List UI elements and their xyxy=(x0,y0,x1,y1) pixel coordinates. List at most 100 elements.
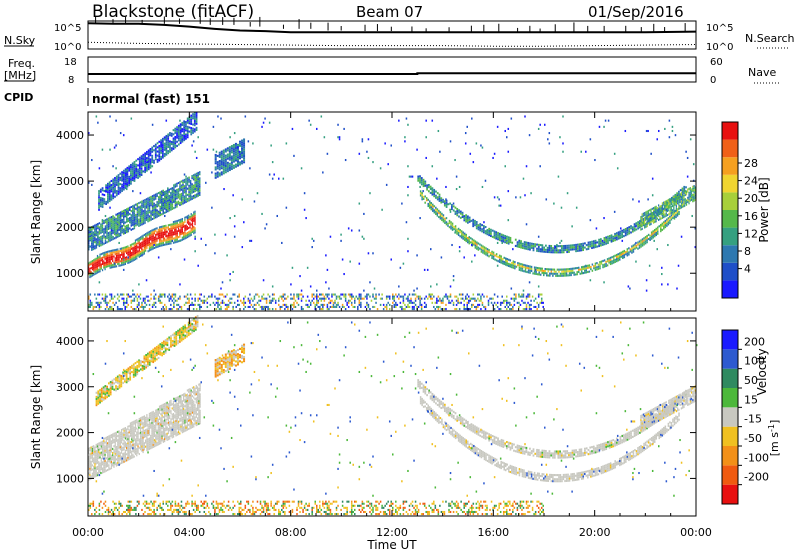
power-cell xyxy=(688,187,690,190)
power-cell xyxy=(183,303,186,306)
power-cell xyxy=(110,226,113,229)
power-cell xyxy=(192,117,194,120)
power-cell xyxy=(575,245,577,249)
power-cell xyxy=(399,295,402,298)
power-cell xyxy=(416,305,418,309)
power-cell xyxy=(521,299,523,302)
power-cell xyxy=(101,224,104,227)
power-cell xyxy=(435,208,437,211)
velocity-cell xyxy=(89,457,91,460)
power-cell xyxy=(387,301,389,304)
power-cell xyxy=(229,297,231,300)
power-cell xyxy=(577,268,580,271)
power-cell xyxy=(184,231,186,234)
power-cell xyxy=(183,201,186,204)
power-cell xyxy=(122,175,125,179)
power-cell xyxy=(638,246,641,249)
power-cell xyxy=(142,251,144,254)
power-cell xyxy=(118,241,120,244)
power-cell xyxy=(177,236,180,239)
power-cell xyxy=(117,176,120,179)
power-cell xyxy=(101,243,104,246)
power-cell xyxy=(158,151,161,154)
power-cell xyxy=(388,295,391,298)
power-cell xyxy=(366,301,368,304)
power-cell xyxy=(684,200,686,203)
power-cell xyxy=(241,198,244,201)
power-cell xyxy=(176,201,178,204)
power-cell xyxy=(364,295,367,298)
power-cell xyxy=(155,229,157,232)
power-cell xyxy=(255,308,257,311)
power-cell xyxy=(603,259,606,262)
power-cell xyxy=(480,144,482,147)
power-cell xyxy=(101,201,104,204)
power-cell xyxy=(461,215,464,219)
power-cell xyxy=(181,230,183,233)
power-cell xyxy=(100,225,102,228)
power-cell xyxy=(156,239,158,242)
power-cell xyxy=(546,246,549,249)
power-cell xyxy=(417,297,420,300)
power-cell xyxy=(179,239,181,242)
power-cell xyxy=(189,181,192,185)
power-cell xyxy=(152,232,154,236)
power-cell xyxy=(284,297,286,300)
power-cell xyxy=(136,238,138,241)
power-cell xyxy=(536,269,539,272)
power-cell xyxy=(104,261,106,265)
power-cell xyxy=(161,150,164,153)
power-cell xyxy=(552,251,554,254)
power-cell xyxy=(419,303,421,306)
power-cell xyxy=(95,270,97,273)
power-cell xyxy=(226,168,229,171)
power-cell xyxy=(367,156,370,159)
power-cell xyxy=(179,129,182,132)
power-cell xyxy=(449,301,452,304)
power-cell xyxy=(192,174,195,177)
power-cell xyxy=(688,196,690,199)
power-cell xyxy=(484,232,487,235)
power-cell xyxy=(616,167,619,170)
power-cell xyxy=(612,259,615,262)
power-cell xyxy=(156,205,158,208)
power-cell xyxy=(603,263,606,266)
power-cell xyxy=(175,241,177,244)
power-cell xyxy=(564,246,567,250)
power-cell xyxy=(143,244,145,247)
power-cell xyxy=(141,208,143,211)
power-cell xyxy=(92,248,95,251)
power-cell xyxy=(293,154,295,157)
power-cell xyxy=(596,262,598,265)
power-cell xyxy=(646,225,648,228)
power-cell xyxy=(681,187,684,190)
power-cell xyxy=(101,220,104,223)
power-cell xyxy=(685,199,688,202)
power-cell xyxy=(230,157,233,160)
power-cell xyxy=(141,254,143,257)
power-cell xyxy=(143,238,145,241)
power-cell xyxy=(131,164,134,167)
power-cell xyxy=(569,248,572,251)
power-cell xyxy=(140,163,143,166)
power-cell xyxy=(680,235,683,238)
power-cell xyxy=(181,138,184,141)
power-cell xyxy=(587,241,590,244)
power-cell xyxy=(197,186,199,189)
power-cell xyxy=(168,199,171,202)
power-cell xyxy=(656,209,658,212)
power-cell xyxy=(568,268,571,271)
power-cell xyxy=(632,198,634,201)
power-cell xyxy=(124,246,126,249)
power-cell xyxy=(124,260,126,263)
power-cell xyxy=(94,241,96,244)
power-cell xyxy=(132,289,134,292)
velocity-cell xyxy=(95,445,97,448)
power-cell xyxy=(632,246,635,249)
power-cell xyxy=(655,227,657,230)
power-cell xyxy=(220,160,223,164)
power-cell xyxy=(191,174,193,178)
power-cell xyxy=(492,255,495,258)
power-cell xyxy=(649,236,651,239)
power-cell xyxy=(316,127,318,130)
